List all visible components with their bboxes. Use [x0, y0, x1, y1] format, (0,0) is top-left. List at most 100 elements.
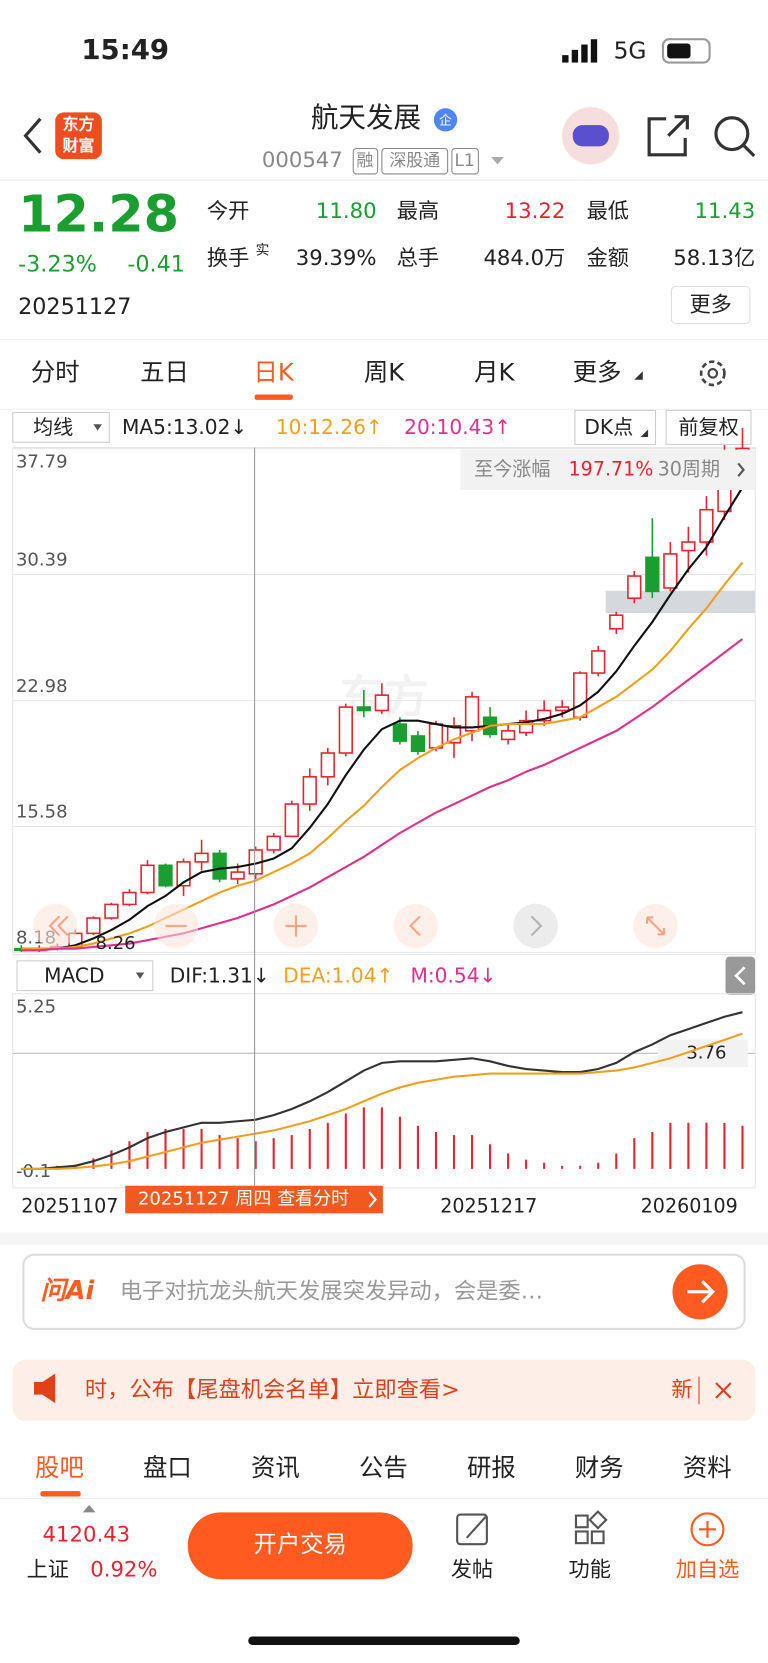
- candle-body: [410, 735, 426, 753]
- stock-code: 000547: [262, 148, 343, 173]
- select-arrow: [93, 424, 102, 431]
- tab[interactable]: 日K: [254, 357, 295, 386]
- tab[interactable]: 五日: [140, 357, 189, 386]
- dk-triangle: [640, 429, 649, 437]
- gain-value: 197.71%: [569, 457, 654, 480]
- macd: -0.1 5.25 3.76: [12, 997, 756, 1182]
- ma20-line: [21, 638, 744, 952]
- post-icon[interactable]: [456, 1513, 488, 1546]
- tab-underline: [254, 394, 293, 400]
- bottom-tab[interactable]: 盘口: [143, 1453, 192, 1482]
- candle-body: [374, 694, 390, 712]
- icon: [687, 1280, 716, 1304]
- bottom-tab[interactable]: 股吧: [35, 1453, 84, 1482]
- settings[interactable]: [699, 360, 726, 387]
- candle-body: [320, 752, 335, 778]
- nav-button[interactable]: [513, 903, 558, 949]
- field-value: 39.39%: [296, 246, 377, 271]
- search[interactable]: [714, 116, 750, 152]
- candle-body: [86, 917, 101, 935]
- tab[interactable]: 更多: [573, 357, 622, 386]
- nav-button[interactable]: [32, 903, 78, 949]
- bottom-tab[interactable]: 公告: [359, 1453, 408, 1482]
- date: 20251127: [18, 294, 131, 320]
- candle-body: [663, 553, 678, 589]
- field-value: 484.0万: [483, 246, 565, 271]
- y-tick-label: 22.98: [16, 676, 68, 697]
- more-button[interactable]: [670, 285, 751, 325]
- nav-button[interactable]: [393, 903, 439, 949]
- candle-body: [555, 706, 570, 712]
- func-icon[interactable]: [574, 1510, 608, 1545]
- candle-body: [627, 575, 642, 599]
- gain-arrow: [737, 462, 745, 477]
- trade-text: 开户交易: [254, 1530, 347, 1558]
- icon: [285, 915, 307, 937]
- dk-text: DK点: [584, 415, 633, 439]
- home-indicator: [248, 1636, 520, 1645]
- price: 12.28: [18, 185, 179, 244]
- close[interactable]: [715, 1382, 732, 1399]
- collapse-tab[interactable]: [725, 956, 756, 995]
- dif-line: [21, 1011, 743, 1170]
- icon: [698, 1520, 716, 1538]
- macd-select-text: MACD: [44, 963, 104, 987]
- field-value: 11.80: [316, 199, 377, 224]
- candle-body: [518, 719, 534, 734]
- time: 15:49: [81, 33, 169, 66]
- bottom-tab[interactable]: 研报: [467, 1453, 516, 1482]
- ma-select[interactable]: [12, 412, 110, 443]
- candle-body: [428, 723, 444, 749]
- notice-tag: 新: [671, 1377, 692, 1402]
- low-label: 8.26: [96, 933, 136, 954]
- icon: [530, 915, 543, 937]
- y-tick-label: 5.25: [16, 997, 56, 1018]
- bottom-tab[interactable]: 资讯: [251, 1453, 300, 1482]
- bottom-tabs: 股吧 盘口 资讯 公告 研报 财务 资料: [35, 1453, 732, 1482]
- m-label: M:0.54↓: [411, 963, 497, 987]
- share[interactable]: [647, 115, 689, 157]
- candle-body: [464, 696, 480, 732]
- macd-select[interactable]: [16, 960, 154, 992]
- candle-body: [140, 864, 155, 894]
- spacer: [0, 1232, 768, 1246]
- add-icon[interactable]: [690, 1512, 725, 1547]
- tabs: 分时 五日 日K 周K 月K 更多: [31, 357, 622, 386]
- bottom-tab[interactable]: 资料: [683, 1453, 732, 1482]
- ai-box[interactable]: [22, 1253, 746, 1330]
- dk-button[interactable]: [574, 409, 657, 445]
- field-label: 金额: [587, 246, 629, 271]
- icon: [734, 966, 746, 986]
- notice[interactable]: [12, 1359, 756, 1422]
- bottom-tab[interactable]: 财务: [575, 1453, 624, 1482]
- mark-box: [657, 1039, 748, 1068]
- crosshair-label[interactable]: [125, 1185, 383, 1214]
- candle-body: [122, 891, 137, 906]
- back[interactable]: [23, 117, 42, 154]
- tab[interactable]: 分时: [31, 357, 80, 386]
- gain-label: 至今涨幅: [474, 457, 550, 480]
- candle-body: [591, 650, 606, 674]
- candle-body: [500, 730, 516, 741]
- dif-label: DIF:1.31↓: [170, 963, 270, 987]
- field-label: 总手: [397, 246, 439, 271]
- tab[interactable]: 月K: [474, 357, 515, 386]
- field-value: 11.43: [695, 199, 756, 224]
- tab-underline: [40, 1491, 81, 1497]
- trade-button[interactable]: [187, 1512, 413, 1580]
- dropdown[interactable]: [491, 156, 504, 165]
- candle-body: [266, 835, 281, 851]
- field-sup: 实: [256, 242, 270, 258]
- candle-body: [609, 614, 624, 630]
- logo-text: 财富: [63, 136, 95, 155]
- index-name: 上证: [27, 1558, 69, 1583]
- fq-button[interactable]: [665, 409, 752, 445]
- candle-body: [338, 706, 353, 754]
- index-value: 4120.43: [42, 1523, 130, 1548]
- dea-line: [21, 1032, 743, 1170]
- y-tick-label: 30.39: [16, 550, 68, 571]
- search-handle: [742, 144, 756, 158]
- tab[interactable]: 周K: [364, 357, 405, 386]
